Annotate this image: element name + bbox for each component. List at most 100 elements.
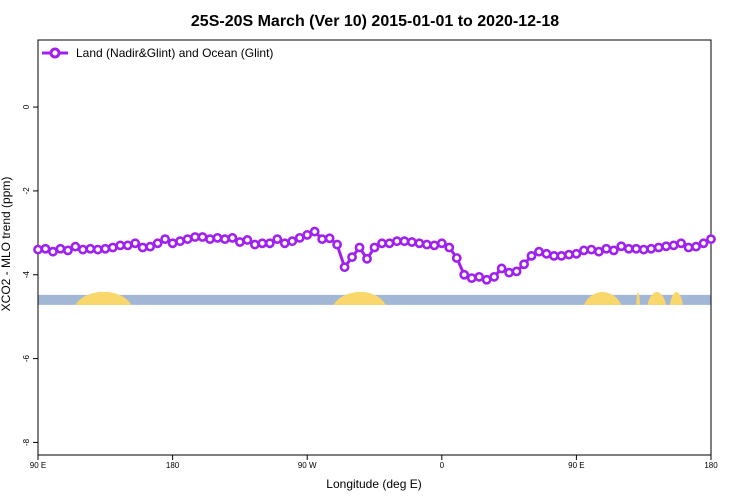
data-point <box>578 245 589 256</box>
data-point <box>33 244 43 255</box>
data-point <box>444 242 455 253</box>
data-point <box>541 248 552 259</box>
data-point <box>354 242 365 253</box>
x-axis: 90 E 180 90 W 0 90 E 180 <box>30 455 718 470</box>
data-point <box>631 243 642 254</box>
data-point <box>309 226 320 237</box>
series-layer <box>33 226 716 285</box>
data-point <box>519 259 529 270</box>
data-point <box>638 244 649 255</box>
data-point <box>549 250 559 261</box>
x-tick-label: 180 <box>704 461 718 470</box>
series-line <box>37 230 712 282</box>
land-band <box>669 291 683 305</box>
data-point <box>429 240 440 251</box>
data-point <box>616 241 627 252</box>
data-point <box>564 249 574 260</box>
y-tick-label: -8 <box>22 438 31 446</box>
data-point <box>182 234 193 245</box>
data-point <box>287 236 298 247</box>
data-point <box>362 253 372 264</box>
data-point <box>698 238 709 249</box>
data-point <box>77 244 88 255</box>
x-tick-label: 90 E <box>568 461 584 470</box>
data-point <box>586 244 597 255</box>
data-point <box>504 267 514 278</box>
data-point <box>205 234 215 245</box>
data-point <box>668 240 679 251</box>
y-tick-label: -4 <box>22 271 31 279</box>
data-point <box>421 239 432 250</box>
data-point <box>63 245 73 256</box>
data-point <box>279 238 290 249</box>
data-point <box>137 242 148 253</box>
data-point <box>332 239 343 250</box>
data-point <box>347 252 357 263</box>
data-point <box>653 242 664 253</box>
data-point <box>526 250 537 261</box>
data-point <box>384 238 395 249</box>
chart-title: 25S-20S March (Ver 10) 2015-01-01 to 202… <box>191 13 559 30</box>
data-point <box>481 274 492 285</box>
land-band <box>333 291 386 305</box>
data-point <box>534 246 544 257</box>
x-tick-label: 90 W <box>298 461 317 470</box>
land-band <box>79 291 132 305</box>
data-point <box>466 273 477 284</box>
surface-band <box>38 291 711 305</box>
data-point <box>556 250 567 261</box>
data-point <box>167 238 178 249</box>
data-point <box>436 238 447 249</box>
data-point <box>85 243 96 254</box>
data-point <box>48 246 58 257</box>
data-point <box>264 238 275 249</box>
data-point <box>451 253 462 263</box>
data-point <box>55 243 66 254</box>
land-band <box>647 291 667 305</box>
legend: Land (Nadir&Glint) and Ocean (Glint) <box>42 46 273 60</box>
y-tick-label: -2 <box>22 187 31 195</box>
data-point <box>220 234 230 245</box>
data-point <box>324 233 335 244</box>
data-point <box>257 238 268 249</box>
data-point <box>496 263 507 274</box>
data-point <box>661 241 672 252</box>
data-point <box>100 243 111 254</box>
data-point <box>369 242 380 253</box>
data-point <box>234 237 245 247</box>
data-point <box>691 241 701 252</box>
data-point <box>399 236 410 247</box>
data-point <box>122 240 133 251</box>
data-point <box>175 236 185 247</box>
data-point <box>152 238 163 249</box>
x-axis-label: Longitude (deg E) <box>326 477 421 491</box>
data-point <box>511 266 522 277</box>
data-point <box>212 232 223 243</box>
data-point <box>571 248 582 259</box>
data-point <box>489 271 500 282</box>
data-point <box>160 234 171 245</box>
data-point <box>294 232 305 243</box>
y-tick-label: 0 <box>22 104 31 109</box>
data-point <box>40 243 51 254</box>
legend-marker-swatch <box>49 47 61 59</box>
data-point <box>227 232 238 243</box>
data-point <box>92 244 103 255</box>
data-point <box>197 232 208 242</box>
data-point <box>593 246 604 257</box>
data-point <box>406 237 417 247</box>
data-point <box>601 243 612 254</box>
legend-label: Land (Nadir&Glint) and Ocean (Glint) <box>76 46 273 60</box>
data-point <box>474 271 485 282</box>
data-point <box>608 245 619 256</box>
data-point <box>459 269 470 280</box>
land-band <box>583 291 622 305</box>
data-point <box>190 232 200 242</box>
data-point <box>107 242 118 253</box>
data-point <box>302 230 313 240</box>
data-point <box>115 240 126 251</box>
y-axis: 0 -2 -4 -6 -8 <box>22 104 38 446</box>
data-point <box>414 238 425 249</box>
data-point <box>623 243 634 254</box>
